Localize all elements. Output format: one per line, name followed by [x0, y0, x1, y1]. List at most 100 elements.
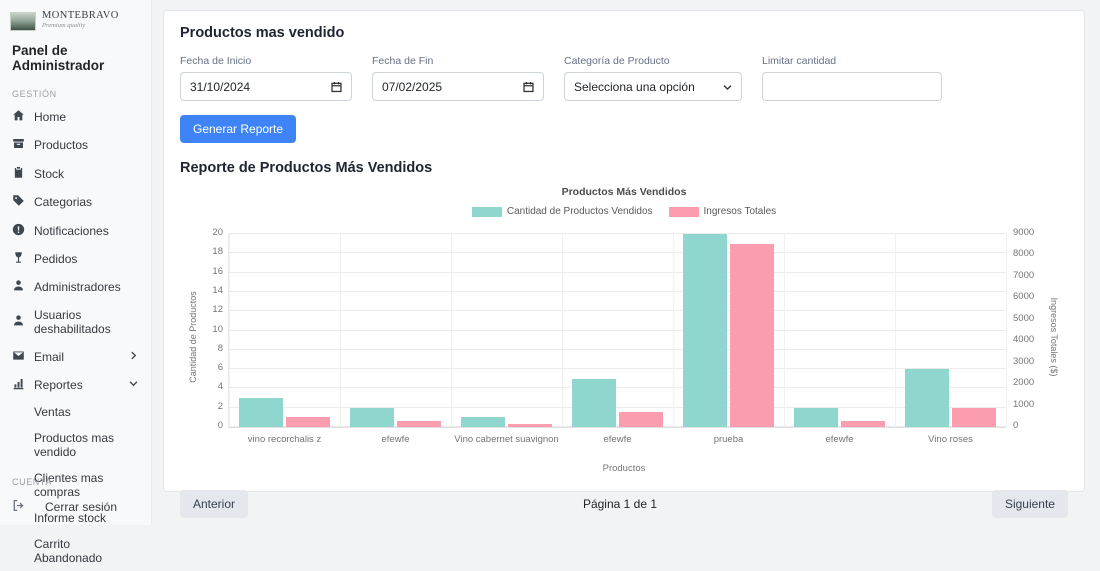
- bar-group: [784, 234, 895, 427]
- logout-label: Cerrar sesión: [45, 500, 118, 514]
- bar-cantidad: [571, 378, 616, 427]
- bar-ingresos: [286, 417, 331, 427]
- info-circle-icon: [12, 223, 25, 239]
- page-info: Página 1 de 1: [582, 497, 658, 511]
- legend-item-cantidad[interactable]: Cantidad de Productos Vendidos: [471, 206, 653, 217]
- categoria-select-wrap: Selecciona una opción: [564, 72, 742, 101]
- sidebar-subitem-clientes-mas-compras[interactable]: Clientes mas compras: [34, 471, 104, 500]
- bar-ingresos: [397, 420, 442, 427]
- sidebar-subitem-productos-mas-vendido[interactable]: Productos mas vendido: [34, 431, 115, 460]
- gridline: [229, 406, 1006, 408]
- brand-logo-image: [10, 12, 36, 31]
- sidebar-item-administradores[interactable]: Administradores: [0, 273, 151, 301]
- brand-tagline: Premium quality: [42, 21, 86, 29]
- y-tick-right: 1000: [1013, 398, 1035, 410]
- sidebar-item-label: Reportes: [34, 377, 83, 392]
- limitar-cantidad-input[interactable]: [772, 79, 915, 94]
- sidebar-item-pedidos[interactable]: Pedidos: [0, 245, 151, 273]
- page-title: Productos mas vendido: [180, 25, 345, 41]
- sidebar-item-label: Administradores: [34, 280, 121, 295]
- chevron-down-icon: [128, 378, 139, 392]
- siguiente-button[interactable]: Siguiente: [991, 490, 1068, 518]
- fecha-inicio-label: Fecha de Inicio: [180, 55, 252, 67]
- gridline: [562, 234, 563, 427]
- y-tick-right: 9000: [1013, 227, 1035, 238]
- y-tick-right: 5000: [1013, 312, 1035, 324]
- bar-cantidad: [460, 417, 505, 427]
- sidebar-item-label: Notificaciones: [34, 223, 109, 238]
- section-cuenta-label: CUENTA: [12, 477, 52, 487]
- y-tick-left: 6: [217, 362, 223, 374]
- chart-plot: 0 2 4 6 8 10 12 14 16 18 20 0 1000 2000 3000 4000 5000 60…: [212, 227, 1034, 445]
- bar-ingresos: [841, 420, 886, 427]
- bar-ingresos: [952, 407, 997, 427]
- y-axis-right-title: Ingresos Totales ($): [1049, 297, 1059, 377]
- panel-title: Panel de Administrador: [12, 43, 105, 73]
- legend-item-ingresos[interactable]: Ingresos Totales: [668, 206, 777, 217]
- sidebar-item-usuarios-deshabilitados[interactable]: Usuarios deshabilitados: [0, 302, 151, 343]
- sidebar-subitem-ventas[interactable]: Ventas: [34, 405, 71, 420]
- anterior-button[interactable]: Anterior: [180, 490, 249, 518]
- sidebar-item-reportes[interactable]: Reportes: [0, 371, 151, 399]
- gridline: [229, 290, 1006, 292]
- categoria-select[interactable]: Selecciona una opción: [574, 79, 715, 94]
- chart: Productos Más Vendidos Cantidad de Produ…: [180, 178, 1068, 478]
- envelope-icon: [12, 349, 25, 365]
- person-icon: [12, 314, 25, 330]
- fecha-inicio-field: Fecha de Inicio: [180, 55, 352, 101]
- sidebar-item-notificaciones[interactable]: Notificaciones: [0, 217, 151, 245]
- bar-ingresos: [619, 411, 664, 427]
- y-tick-left: 8: [217, 342, 223, 354]
- chevron-right-icon: [128, 350, 139, 364]
- legend-swatch: [471, 206, 502, 217]
- y-tick-left: 10: [212, 323, 223, 335]
- x-tick-label: efewfe: [603, 434, 632, 445]
- sidebar-item-label: Stock: [34, 166, 65, 181]
- logout-icon: [12, 499, 25, 515]
- generar-reporte-button[interactable]: Generar Reporte: [180, 115, 297, 143]
- bar-cantidad: [793, 407, 838, 427]
- y-tick-left: 0: [217, 420, 223, 431]
- gridline: [229, 234, 230, 427]
- limitar-cantidad-input-wrap: [762, 72, 942, 101]
- home-icon: [12, 109, 25, 125]
- box-icon: [12, 137, 25, 153]
- pagination: Anterior Página 1 de 1 Siguiente: [180, 490, 1068, 518]
- categoria-label: Categoría de Producto: [564, 55, 670, 67]
- brand-logo: MONTEBRAVO Premium quality: [0, 8, 151, 37]
- chevron-down-icon: [722, 81, 733, 92]
- chart-title: Productos Más Vendidos: [561, 186, 687, 198]
- sidebar-item-categorias[interactable]: Categorias: [0, 188, 151, 216]
- wine-glass-icon: [12, 251, 25, 267]
- report-section-title: Reporte de Productos Más Vendidos: [180, 160, 433, 176]
- brand-name: MONTEBRAVO: [42, 10, 119, 21]
- sidebar-subitem-carrito-abandonado[interactable]: Carrito Abandonado: [34, 537, 103, 566]
- fecha-fin-input[interactable]: [382, 79, 517, 94]
- fecha-fin-field: Fecha de Fin: [372, 55, 544, 101]
- sidebar-item-label: Categorias: [34, 195, 93, 210]
- sidebar-subitem-informe-stock[interactable]: Informe stock: [34, 511, 107, 526]
- gridline: [229, 271, 1006, 273]
- gridline: [229, 368, 1006, 370]
- y-tick-left: 16: [212, 265, 223, 277]
- sidebar-item-stock[interactable]: Stock: [0, 160, 151, 188]
- fecha-inicio-input[interactable]: [190, 79, 325, 94]
- sidebar-item-home[interactable]: Home: [0, 103, 151, 131]
- bar-ingresos: [508, 423, 553, 427]
- logout-button[interactable]: Cerrar sesión: [0, 491, 151, 523]
- gridline: [229, 426, 1006, 427]
- section-gestion-label: GESTIÓN: [12, 89, 57, 99]
- chart-legend: Cantidad de Productos Vendidos Ingresos …: [180, 206, 1068, 217]
- x-tick-label: efewfe: [825, 434, 854, 445]
- calendar-icon[interactable]: [330, 80, 343, 93]
- bar-group: [673, 234, 784, 427]
- sidebar-item-productos[interactable]: Productos: [0, 131, 151, 159]
- legend-label: Ingresos Totales: [703, 206, 777, 217]
- gridline: [229, 329, 1006, 331]
- gridline: [895, 234, 896, 427]
- sidebar-item-email[interactable]: Email: [0, 343, 151, 371]
- sidebar-item-label: Productos: [34, 138, 89, 153]
- clipboard-icon: [12, 166, 25, 182]
- y-tick-right: 4000: [1013, 334, 1035, 346]
- calendar-icon[interactable]: [522, 80, 535, 93]
